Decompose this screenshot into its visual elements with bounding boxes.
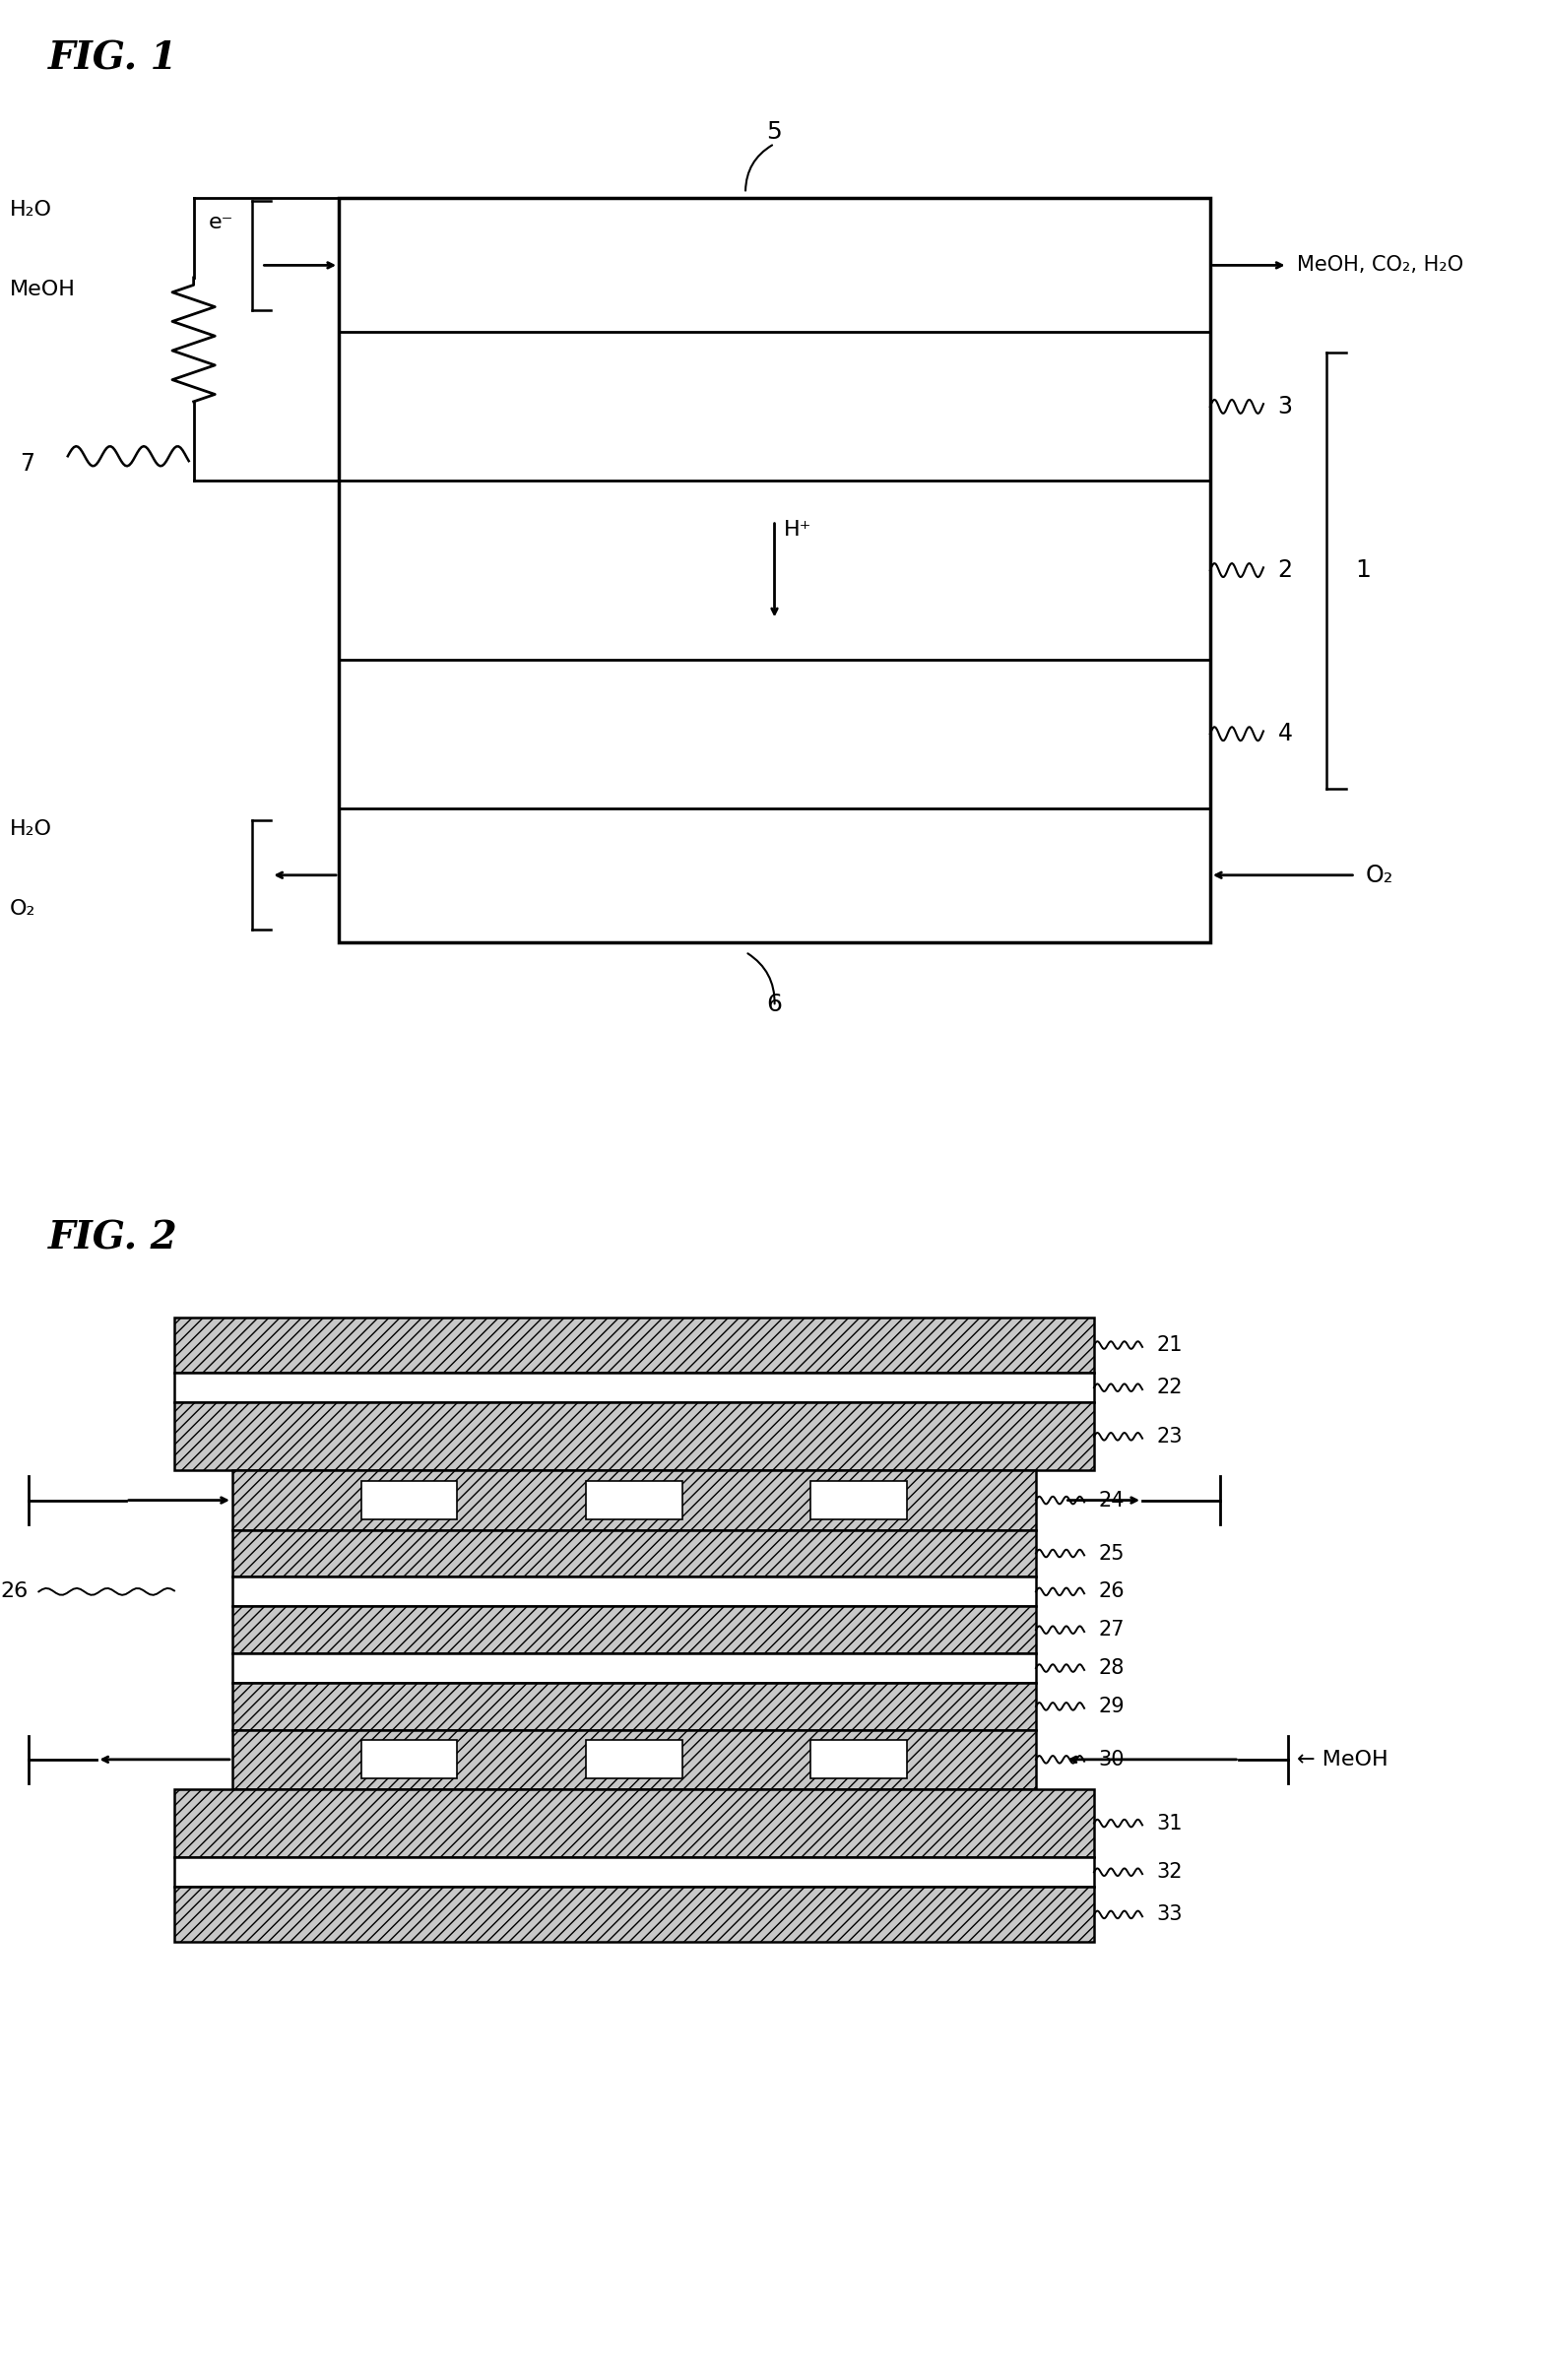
Text: 27: 27 bbox=[1098, 1621, 1125, 1640]
Text: O₂: O₂ bbox=[1365, 864, 1393, 888]
Bar bbox=[361, 1480, 457, 1518]
Text: 6: 6 bbox=[767, 992, 782, 1016]
Text: FIG. 1: FIG. 1 bbox=[48, 40, 178, 76]
Bar bbox=[812, 1740, 908, 1778]
Text: 23: 23 bbox=[1157, 1426, 1183, 1447]
Text: H⁺: H⁺ bbox=[784, 519, 812, 540]
Text: 28: 28 bbox=[1098, 1659, 1125, 1678]
Text: 4: 4 bbox=[1278, 721, 1293, 745]
Bar bbox=[361, 1740, 457, 1778]
Bar bbox=[232, 1654, 1036, 1683]
Text: 1: 1 bbox=[1355, 559, 1371, 583]
Bar bbox=[173, 1373, 1094, 1402]
Text: 22: 22 bbox=[1157, 1378, 1183, 1397]
Bar bbox=[232, 1683, 1036, 1730]
Text: e⁻: e⁻ bbox=[208, 212, 234, 231]
Bar bbox=[173, 1402, 1094, 1471]
Text: 2: 2 bbox=[1278, 559, 1293, 583]
Text: 3: 3 bbox=[1278, 395, 1293, 419]
Text: 5: 5 bbox=[767, 119, 782, 143]
Bar bbox=[586, 1480, 682, 1518]
Text: 29: 29 bbox=[1098, 1697, 1125, 1716]
Bar bbox=[173, 1856, 1094, 1887]
Bar bbox=[232, 1607, 1036, 1654]
Text: H₂O: H₂O bbox=[9, 819, 53, 840]
Text: MeOH, CO₂, H₂O: MeOH, CO₂, H₂O bbox=[1298, 255, 1464, 276]
Text: O₂: O₂ bbox=[9, 900, 36, 919]
Text: 21: 21 bbox=[1157, 1335, 1183, 1354]
Text: 33: 33 bbox=[1157, 1904, 1183, 1925]
Bar bbox=[586, 1740, 682, 1778]
Text: 26: 26 bbox=[0, 1583, 28, 1602]
Text: MeOH: MeOH bbox=[9, 278, 76, 300]
Bar bbox=[812, 1480, 908, 1518]
Text: ← MeOH: ← MeOH bbox=[1298, 1749, 1388, 1768]
Text: 32: 32 bbox=[1157, 1861, 1183, 1883]
Bar bbox=[232, 1530, 1036, 1578]
Text: H₂O: H₂O bbox=[9, 200, 53, 219]
Text: 24: 24 bbox=[1098, 1490, 1125, 1509]
Text: 31: 31 bbox=[1157, 1814, 1183, 1833]
Text: 26: 26 bbox=[1098, 1583, 1125, 1602]
Bar bbox=[232, 1471, 1036, 1530]
Bar bbox=[232, 1578, 1036, 1607]
Text: 30: 30 bbox=[1098, 1749, 1125, 1768]
Text: 25: 25 bbox=[1098, 1545, 1125, 1564]
Bar bbox=[232, 1730, 1036, 1790]
Bar bbox=[339, 198, 1210, 942]
Text: FIG. 2: FIG. 2 bbox=[48, 1221, 178, 1257]
Bar bbox=[173, 1790, 1094, 1856]
Text: 7: 7 bbox=[19, 452, 34, 476]
Bar bbox=[173, 1319, 1094, 1373]
Bar bbox=[173, 1887, 1094, 1942]
